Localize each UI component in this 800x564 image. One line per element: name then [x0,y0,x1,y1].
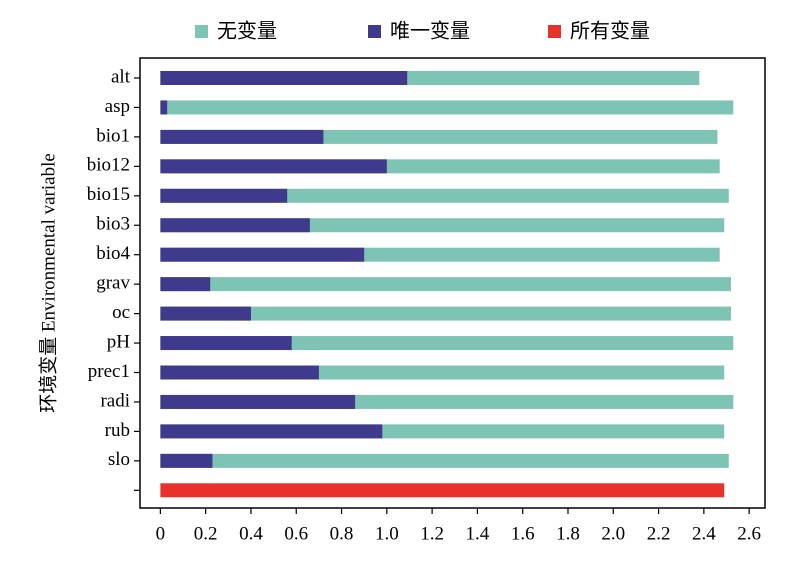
bar [160,453,729,468]
bar [160,277,211,292]
x-tick-label: 1.2 [420,523,444,544]
y-tick-label: bio3 [96,214,130,235]
x-tick-label: 0 [156,523,166,544]
bar [160,424,383,439]
y-tick-label: bio1 [96,125,130,146]
x-tick-label: 2.2 [647,523,671,544]
legend-label: 所有变量 [570,19,650,43]
x-tick-label: 0.2 [194,523,218,544]
bar [160,453,213,468]
y-tick-label: bio4 [96,243,130,264]
y-tick-label: radi [100,390,130,411]
y-tick-label: asp [105,96,130,117]
y-tick-label: bio12 [87,155,130,176]
legend-swatch [195,25,208,38]
x-tick-label: 2.0 [601,523,625,544]
bar [160,247,365,262]
bar [160,306,251,321]
y-axis-label: 环境变量 Environmental variable [37,153,59,413]
legend-label: 无变量 [217,19,277,43]
bar [160,306,732,321]
bar [160,277,732,292]
y-tick-label: oc [112,302,130,323]
x-tick-label: 2.4 [692,523,716,544]
x-tick-label: 0.6 [284,523,308,544]
x-tick-label: 1.6 [511,523,535,544]
bar [160,365,319,380]
x-tick-label: 2.6 [737,523,761,544]
bar [160,336,292,351]
y-tick-label: prec1 [88,361,130,382]
bar [160,483,725,498]
bar [160,218,310,233]
y-tick-label: rub [105,420,130,441]
bar [160,336,734,351]
x-tick-label: 1.8 [556,523,580,544]
x-tick-label: 0.4 [239,523,263,544]
bar [160,129,324,144]
y-tick-label: bio15 [87,184,130,205]
legend-swatch [368,25,381,38]
x-tick-label: 0.8 [330,523,354,544]
bar [160,71,408,85]
x-tick-label: 1.4 [466,523,490,544]
x-tick-label: 1.0 [375,523,399,544]
y-tick-label: grav [96,273,130,294]
legend-label: 唯一变量 [390,19,470,43]
y-tick-label: slo [108,449,130,470]
bar [160,100,734,115]
bar [160,188,288,203]
bar [160,188,729,203]
y-tick-label: pH [107,331,131,352]
bar [160,159,387,174]
bar [160,100,168,115]
legend-swatch [548,25,561,38]
bar [160,394,356,409]
plot-frame [139,57,766,509]
y-tick-label: alt [111,66,131,87]
